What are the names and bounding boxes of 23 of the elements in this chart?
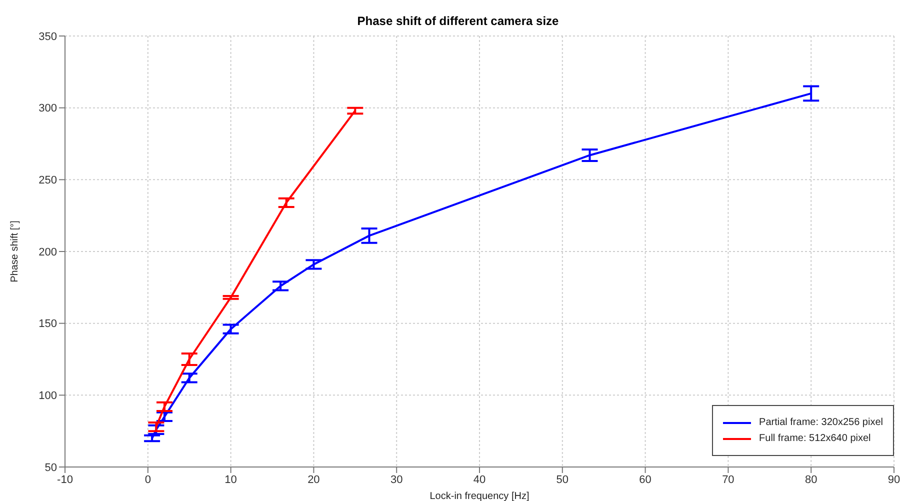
x-tick-label: 20 bbox=[308, 474, 320, 486]
y-tick-label: 150 bbox=[38, 318, 57, 330]
x-tick-label: 40 bbox=[473, 474, 486, 486]
legend-label: Full frame: 512x640 pixel bbox=[759, 433, 871, 444]
y-tick-label: 350 bbox=[38, 30, 57, 43]
x-tick-label: 10 bbox=[224, 474, 237, 486]
x-tick-label: 60 bbox=[639, 474, 652, 486]
x-tick-label: 30 bbox=[390, 474, 403, 486]
y-tick-label: 250 bbox=[38, 174, 57, 187]
x-tick-label: -10 bbox=[57, 474, 73, 486]
y-tick-label: 200 bbox=[38, 246, 57, 258]
y-tick-label: 50 bbox=[44, 462, 57, 474]
y-axis-title: Phase shift [°] bbox=[10, 220, 21, 282]
legend-label: Partial frame: 320x256 pixel bbox=[759, 417, 883, 428]
x-tick-label: 90 bbox=[888, 474, 900, 486]
x-tick-label: 50 bbox=[556, 474, 569, 486]
x-axis-title: Lock-in frequency [Hz] bbox=[430, 491, 530, 501]
chart-title: Phase shift of different camera size bbox=[356, 14, 560, 28]
x-tick-label: 0 bbox=[144, 474, 151, 486]
x-tick-label: 70 bbox=[722, 474, 734, 486]
y-tick-label: 300 bbox=[38, 102, 57, 115]
y-tick-label: 100 bbox=[38, 390, 57, 402]
x-tick-label: 80 bbox=[804, 474, 818, 486]
